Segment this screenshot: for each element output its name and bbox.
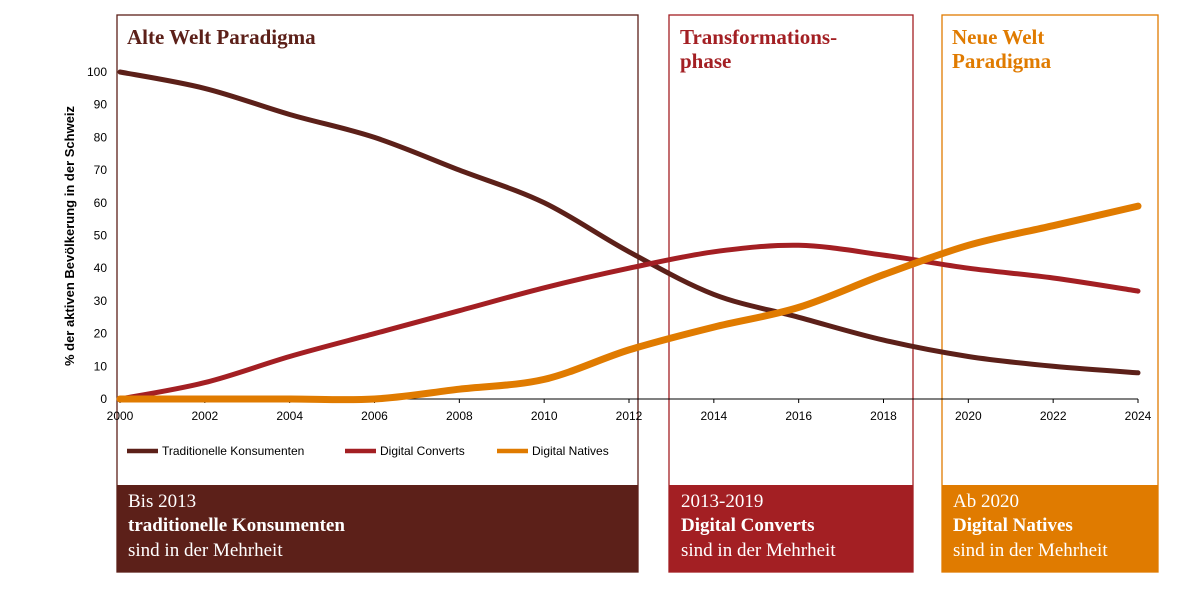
x-tick-label: 2002 bbox=[191, 409, 218, 423]
legend-label-traditional: Traditionelle Konsumenten bbox=[162, 444, 304, 458]
summary-box-neue-welt-line2: Digital Natives bbox=[953, 515, 1073, 536]
y-tick-label: 0 bbox=[100, 392, 107, 406]
summary-box-neue-welt-line3: sind in der Mehrheit bbox=[953, 540, 1108, 561]
series-line-traditional bbox=[117, 69, 1141, 376]
x-tick-label: 2010 bbox=[531, 409, 558, 423]
y-tick-label: 40 bbox=[94, 261, 108, 275]
summary-boxes: Bis 2013 traditionelle Konsumenten sind … bbox=[117, 485, 1158, 572]
x-tick-label: 2024 bbox=[1125, 409, 1152, 423]
y-tick-label: 80 bbox=[94, 130, 108, 144]
y-tick-label: 20 bbox=[94, 327, 108, 341]
y-tick-label: 100 bbox=[87, 65, 107, 79]
y-tick-label: 90 bbox=[94, 98, 108, 112]
phase-title-neue-welt-line1: Neue Welt bbox=[952, 25, 1044, 49]
y-tick-label: 50 bbox=[94, 229, 108, 243]
y-tick-label: 10 bbox=[94, 359, 108, 373]
y-tick-label: 30 bbox=[94, 294, 108, 308]
y-axis-title: % der aktiven Bevölkerung in der Schweiz bbox=[62, 105, 77, 366]
summary-box-transformation bbox=[669, 485, 913, 572]
summary-box-alte-welt-line1: Bis 2013 bbox=[128, 491, 196, 512]
y-tick-label: 60 bbox=[94, 196, 108, 210]
phase-title-transformation-line1: Transformations- bbox=[680, 25, 837, 49]
summary-box-neue-welt-line1: Ab 2020 bbox=[953, 491, 1019, 512]
x-tick-label: 2014 bbox=[700, 409, 727, 423]
x-tick-label: 2022 bbox=[1040, 409, 1067, 423]
x-tick-label: 2004 bbox=[276, 409, 303, 423]
series-line-converts bbox=[117, 242, 1141, 402]
legend-label-natives: Digital Natives bbox=[532, 444, 609, 458]
summary-box-transformation-line1: 2013-2019 bbox=[681, 491, 763, 512]
x-tick-label: 2000 bbox=[107, 409, 134, 423]
series-line-natives bbox=[116, 202, 1142, 404]
legend-label-converts: Digital Converts bbox=[380, 444, 465, 458]
x-tick-label: 2018 bbox=[870, 409, 897, 423]
x-ticks: 2000 2002 2004 2006 2008 2010 2012 2014 2016 2018… bbox=[107, 399, 1152, 423]
phase-title-alte-welt: Alte Welt Paradigma bbox=[127, 25, 316, 49]
x-tick-label: 2012 bbox=[616, 409, 643, 423]
summary-box-alte-welt bbox=[117, 485, 638, 572]
x-tick-label: 2016 bbox=[785, 409, 812, 423]
x-tick-label: 2006 bbox=[361, 409, 388, 423]
y-ticks: 0 10 20 30 40 50 60 70 80 90 100 bbox=[87, 65, 107, 406]
summary-box-alte-welt-line2: traditionelle Konsumenten bbox=[128, 515, 345, 536]
x-tick-label: 2020 bbox=[955, 409, 982, 423]
phase-title-neue-welt-line2: Paradigma bbox=[952, 49, 1052, 73]
summary-box-alte-welt-line3: sind in der Mehrheit bbox=[128, 540, 283, 561]
summary-box-transformation-line3: sind in der Mehrheit bbox=[681, 540, 836, 561]
summary-box-neue-welt bbox=[942, 485, 1158, 572]
phase-titles: Alte Welt Paradigma Transformations- pha… bbox=[127, 25, 1052, 73]
series-layer bbox=[116, 69, 1142, 404]
legend: Traditionelle Konsumenten Digital Conver… bbox=[127, 444, 609, 458]
x-tick-label: 2008 bbox=[446, 409, 473, 423]
summary-box-transformation-line2: Digital Converts bbox=[681, 515, 815, 536]
phase-title-transformation-line2: phase bbox=[680, 49, 731, 73]
y-tick-label: 70 bbox=[94, 163, 108, 177]
